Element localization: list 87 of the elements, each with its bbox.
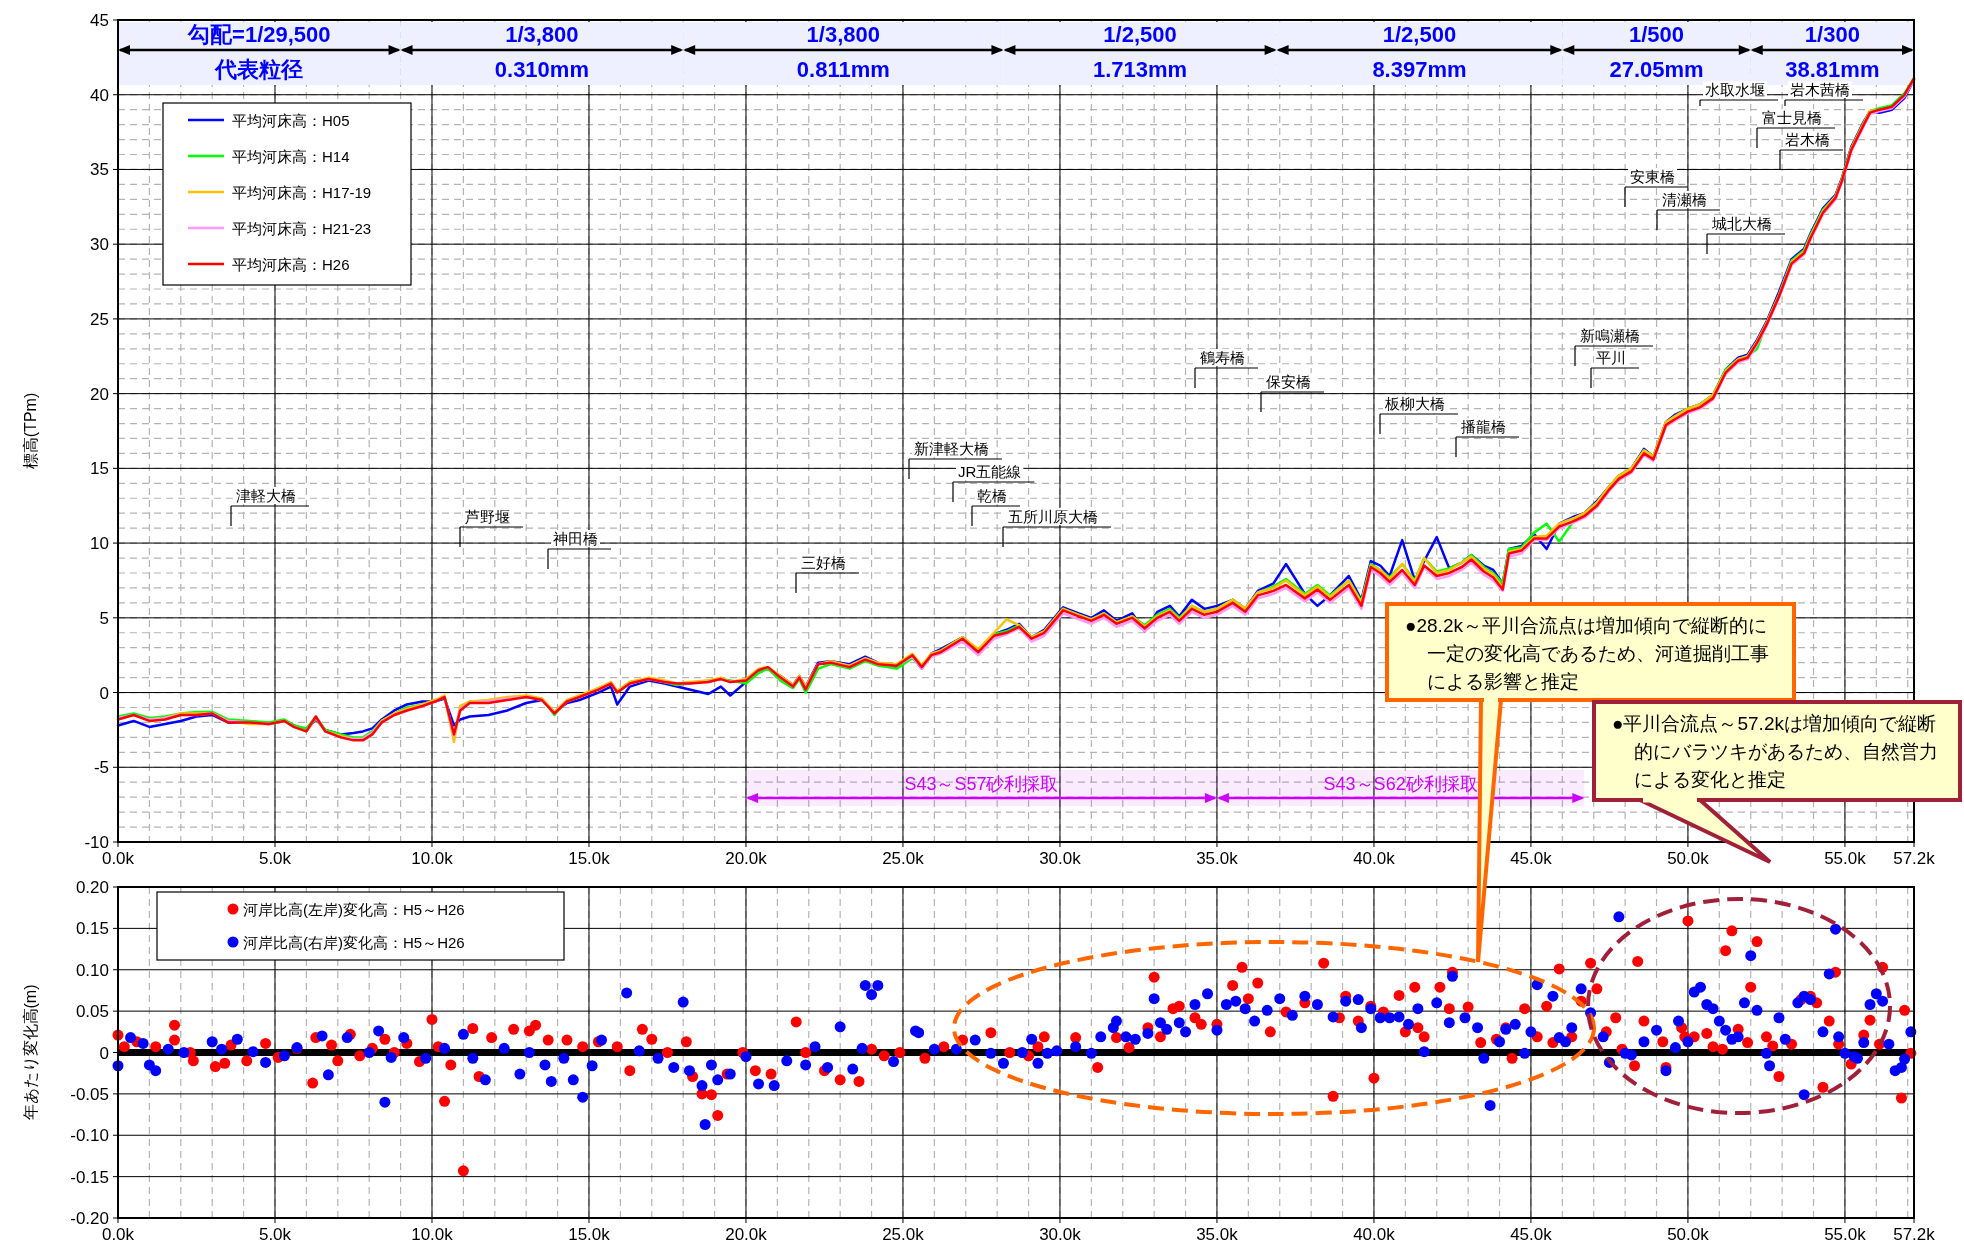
y-tick-label: 45 (90, 11, 109, 30)
y-tick-label: -10 (84, 833, 109, 852)
x-tick-label: 25.0k (882, 849, 925, 868)
annotation: 五所川原大橋 (1008, 508, 1098, 525)
y-tick-label: 5 (99, 608, 109, 628)
y-tick-label: -0.10 (70, 1126, 109, 1146)
annotation: 保安橋 (1266, 373, 1311, 390)
y-tick-label: 40 (90, 85, 109, 105)
x-tick-label: 57.2k (1893, 1225, 1936, 1244)
x-tick-label: 40.0k (1353, 849, 1396, 868)
y-tick-label: 0 (99, 683, 109, 703)
y-axis-title: 標高(TPm) (22, 392, 39, 470)
band-label: 1/2,500 1.713mm (1092, 22, 1188, 82)
band-label: 勾配=1/29,500 代表粒径 (187, 22, 331, 82)
band-label: S43～S57砂利採取 (904, 774, 1059, 794)
y-tick-label: -0.15 (70, 1167, 109, 1187)
annotation: 安東橋 (1630, 168, 1675, 185)
x-tick-label: 35.0k (1196, 849, 1239, 868)
annotation: 板柳大橋 (1384, 395, 1445, 412)
x-tick-label: 0.0k (101, 849, 135, 868)
legend-label: 平均河床高：H05 (232, 112, 350, 129)
y-tick-label: 25 (90, 309, 109, 329)
y-tick-label: 15 (90, 459, 109, 479)
x-tick-label: 40.0k (1353, 1225, 1396, 1244)
annotation: JR五能線 (958, 463, 1022, 480)
legend-label: 平均河床高：H21-23 (232, 220, 372, 237)
y-tick-label: -0.05 (70, 1084, 109, 1104)
x-tick-label: 0.0k (101, 1225, 135, 1244)
legend-label: 平均河床高：H26 (232, 256, 350, 273)
annotation: 城北大橋 (1711, 215, 1772, 232)
y-tick-label: 0.20 (75, 878, 109, 897)
y-tick-label: 0 (99, 1043, 109, 1063)
y-tick-label: -5 (93, 758, 109, 778)
band-label: 1/500 27.05mm (1609, 22, 1704, 82)
x-tick-label: 25.0k (882, 1225, 925, 1244)
annotation: 芦野堰 (465, 508, 510, 525)
x-tick-label: 30.0k (1039, 849, 1082, 868)
x-tick-label: 45.0k (1510, 1225, 1553, 1244)
legend-label: 平均河床高：H14 (232, 148, 350, 165)
y-tick-label: 35 (90, 160, 109, 180)
band-label: 1/2,500 8.397mm (1372, 22, 1467, 82)
y-tick-label: 0.15 (75, 919, 109, 939)
x-tick-label: 55.0k (1824, 849, 1867, 868)
band-label: 1/3,800 0.811mm (796, 22, 890, 82)
x-tick-label: 30.0k (1039, 1225, 1082, 1244)
annotation: 神田橋 (553, 530, 598, 547)
x-tick-label: 57.2k (1893, 849, 1936, 868)
y-tick-label: 20 (90, 384, 109, 404)
annotation: 三好橋 (801, 554, 846, 571)
annotation: 新鳴瀬橋 (1580, 327, 1640, 344)
annotation: ●平川合流点～57.2kは増加傾向で縦断的にバラツキがあるため、自然営力による変化と推定 (1612, 713, 1938, 790)
y-tick-label: 0.10 (75, 960, 109, 980)
annotation: 乾橋 (977, 487, 1007, 504)
x-tick-label: 45.0k (1510, 849, 1553, 868)
y-tick-label: 30 (90, 235, 109, 255)
x-tick-label: 10.0k (411, 1225, 454, 1244)
x-tick-label: 35.0k (1196, 1225, 1239, 1244)
annotation: 平川 (1596, 349, 1626, 366)
x-tick-label: 55.0k (1824, 1225, 1867, 1244)
y-tick-label: 0.05 (75, 1002, 109, 1022)
x-tick-label: 50.0k (1667, 849, 1710, 868)
x-tick-label: 20.0k (725, 849, 768, 868)
x-tick-label: 5.0k (258, 1225, 292, 1244)
y-tick-label: -0.20 (70, 1209, 109, 1228)
annotation: 岩木茜橋 (1790, 81, 1850, 98)
legend-label: 河岸比高(左岸)変化高：H5～H26 (243, 901, 465, 918)
annotation: 富士見橋 (1762, 109, 1822, 126)
annotation: 鶴寿橋 (1200, 349, 1245, 366)
x-tick-label: 20.0k (725, 1225, 768, 1244)
x-tick-label: 5.0k (258, 849, 292, 868)
annotation: 播龍橋 (1461, 418, 1506, 435)
x-tick-label: 15.0k (568, 1225, 611, 1244)
annotation: 水取水堰 (1705, 81, 1765, 98)
annotation: 新津軽大橋 (914, 440, 989, 457)
x-tick-label: 15.0k (568, 849, 611, 868)
y-tick-label: 10 (90, 534, 109, 554)
x-tick-label: 10.0k (411, 849, 454, 868)
annotation: 津軽大橋 (236, 487, 296, 504)
band-label: 1/300 38.81mm (1785, 22, 1880, 82)
annotation: ●28.2k～平川合流点は増加傾向で縦断的に一定の変化高であるため、河道掘削工事による影響と推定 (1405, 615, 1769, 692)
x-tick-label: 50.0k (1667, 1225, 1710, 1244)
y-axis-title: 年あたり変化高(m) (22, 984, 39, 1121)
annotation: 清瀬橋 (1662, 191, 1707, 208)
legend-label: 河岸比高(右岸)変化高：H5～H26 (243, 934, 465, 951)
legend-label: 平均河床高：H17-19 (232, 184, 372, 201)
annotation: 岩木橋 (1785, 131, 1830, 148)
band-label: 1/3,800 0.310mm (494, 22, 589, 82)
